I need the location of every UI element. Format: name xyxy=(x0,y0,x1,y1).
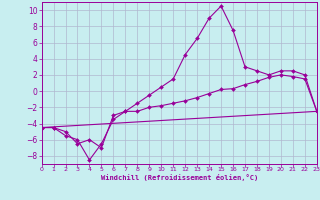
X-axis label: Windchill (Refroidissement éolien,°C): Windchill (Refroidissement éolien,°C) xyxy=(100,174,258,181)
